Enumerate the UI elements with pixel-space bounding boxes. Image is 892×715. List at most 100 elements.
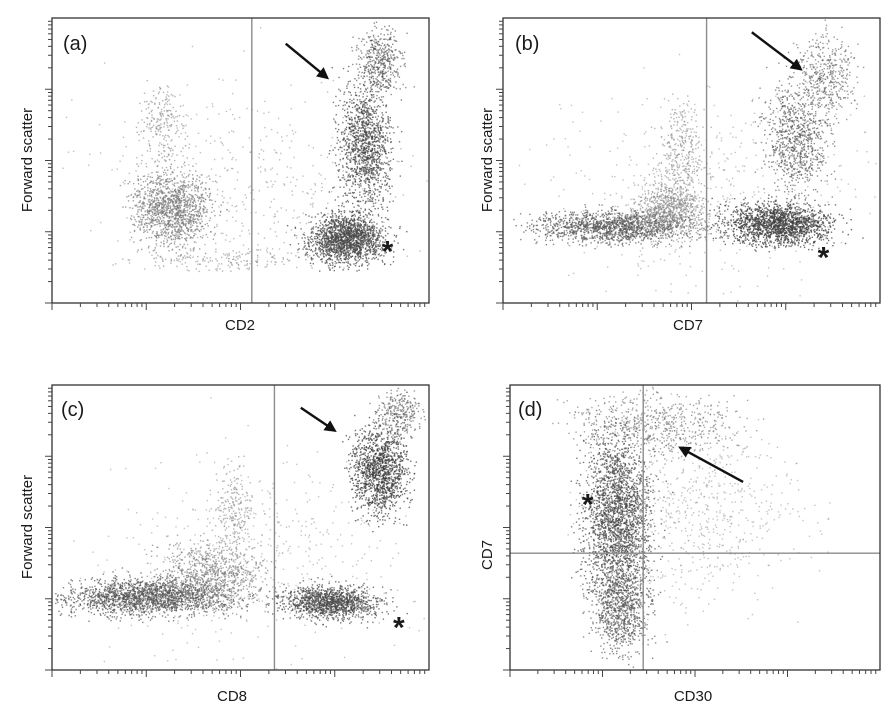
event-dot bbox=[325, 223, 327, 226]
event-dot bbox=[345, 238, 348, 241]
event-dot bbox=[165, 228, 167, 230]
event-dot bbox=[372, 176, 374, 178]
event-dot bbox=[248, 268, 250, 271]
event-dot bbox=[313, 238, 316, 240]
event-dot bbox=[174, 230, 176, 232]
event-dot bbox=[160, 222, 162, 225]
event-dot bbox=[358, 243, 361, 245]
event-dot bbox=[237, 263, 239, 266]
event-dot bbox=[219, 211, 222, 213]
event-dot bbox=[363, 167, 365, 169]
event-dot bbox=[374, 158, 376, 160]
event-dot bbox=[321, 237, 324, 240]
event-dot bbox=[389, 77, 392, 80]
event-dot bbox=[342, 229, 344, 231]
event-dot bbox=[375, 54, 378, 57]
event-dot bbox=[183, 209, 186, 212]
event-dot bbox=[146, 214, 149, 216]
event-dot bbox=[357, 58, 360, 60]
event-dot bbox=[322, 235, 324, 238]
event-dot bbox=[348, 233, 350, 235]
event-dot bbox=[389, 169, 391, 172]
event-dot bbox=[342, 233, 344, 235]
event-dot bbox=[156, 121, 158, 123]
event-dot bbox=[374, 183, 376, 185]
event-dot bbox=[181, 215, 183, 217]
event-dot bbox=[363, 170, 365, 173]
event-dot bbox=[169, 166, 172, 168]
event-dot bbox=[368, 154, 371, 157]
event-dot bbox=[158, 220, 160, 223]
event-dot bbox=[349, 159, 351, 161]
event-dot bbox=[334, 220, 337, 222]
event-dot bbox=[335, 122, 337, 124]
event-dot bbox=[355, 246, 357, 248]
event-dot bbox=[364, 68, 366, 70]
event-dot bbox=[359, 101, 361, 103]
event-dot bbox=[367, 122, 369, 124]
event-dot bbox=[393, 132, 395, 134]
event-dot bbox=[379, 244, 381, 246]
event-dot bbox=[155, 236, 158, 238]
event-dot bbox=[387, 210, 389, 212]
event-dot bbox=[175, 237, 177, 239]
event-dot bbox=[206, 195, 209, 197]
event-dot bbox=[194, 186, 196, 189]
event-dot bbox=[351, 118, 353, 121]
event-dot bbox=[330, 241, 332, 244]
event-dot bbox=[151, 101, 153, 104]
event-dot bbox=[373, 169, 375, 171]
event-dot bbox=[368, 53, 370, 55]
event-dot bbox=[367, 229, 369, 232]
event-dot bbox=[353, 228, 356, 231]
event-dot bbox=[368, 116, 370, 119]
event-dot bbox=[192, 196, 194, 198]
event-dot bbox=[189, 203, 191, 206]
event-dot bbox=[337, 252, 340, 254]
event-dot bbox=[357, 116, 359, 118]
event-dot bbox=[378, 236, 380, 238]
event-dot bbox=[348, 256, 350, 258]
event-dot bbox=[205, 215, 207, 217]
event-dot bbox=[194, 204, 197, 206]
event-dot bbox=[334, 248, 336, 251]
event-dot bbox=[343, 230, 345, 233]
event-dot bbox=[369, 214, 371, 216]
event-dot bbox=[170, 260, 172, 262]
event-dot bbox=[146, 218, 148, 220]
event-dot bbox=[358, 77, 360, 79]
event-dot bbox=[160, 231, 162, 234]
event-dot bbox=[202, 258, 204, 260]
event-dot bbox=[349, 221, 351, 223]
event-dot bbox=[160, 111, 163, 113]
event-dot bbox=[364, 162, 367, 164]
event-dot bbox=[159, 128, 161, 130]
event-dot bbox=[142, 205, 144, 208]
event-dot bbox=[177, 245, 179, 248]
event-dot bbox=[378, 161, 380, 164]
event-dot bbox=[379, 132, 381, 134]
event-dot bbox=[382, 77, 384, 79]
event-dot bbox=[198, 180, 201, 182]
event-dot bbox=[306, 248, 308, 250]
event-dot bbox=[363, 193, 365, 195]
event-dot bbox=[348, 245, 350, 247]
event-dot bbox=[385, 189, 387, 191]
event-dot bbox=[365, 230, 367, 233]
event-dot bbox=[368, 142, 370, 144]
event-dot bbox=[381, 55, 383, 57]
event-dot bbox=[153, 257, 155, 260]
event-dot bbox=[157, 181, 160, 184]
event-dot bbox=[367, 228, 369, 230]
event-dot bbox=[290, 252, 293, 254]
event-dot bbox=[382, 237, 385, 239]
event-dot bbox=[184, 214, 187, 216]
event-dot bbox=[362, 227, 365, 229]
event-dot bbox=[362, 125, 364, 127]
event-dot bbox=[165, 134, 167, 136]
event-dot bbox=[347, 228, 349, 230]
event-dot bbox=[190, 222, 192, 224]
event-dot bbox=[160, 202, 163, 204]
event-dot bbox=[376, 49, 378, 51]
event-dot bbox=[153, 217, 155, 219]
